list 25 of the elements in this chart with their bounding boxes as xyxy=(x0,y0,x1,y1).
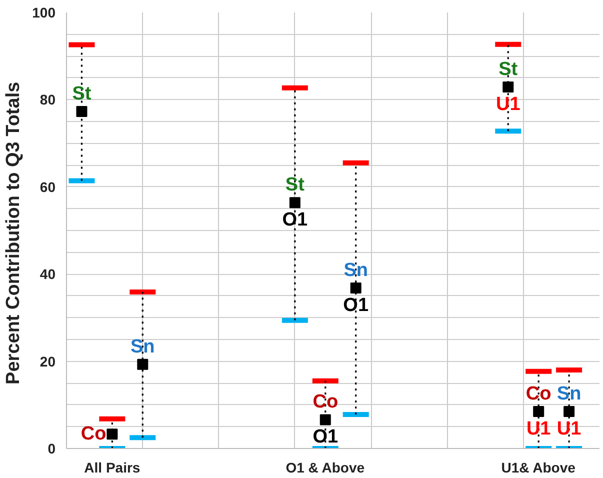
data-label: U1 xyxy=(556,418,582,440)
text: Sn xyxy=(344,260,368,282)
data-label: O1 xyxy=(343,295,369,316)
y-axis-title: Percent Contribution to Q3 Totals xyxy=(3,82,24,384)
text: Co xyxy=(312,392,338,413)
y-tick-label: 20 xyxy=(40,353,56,370)
text: St xyxy=(285,174,304,196)
y-tick-label: 60 xyxy=(40,178,56,195)
y-tick-label: 80 xyxy=(40,92,56,108)
y-tick-label: 100 xyxy=(32,4,56,20)
data-label: U1 xyxy=(496,94,521,116)
y-tick-label: 40 xyxy=(40,266,56,282)
text: Co xyxy=(526,383,552,404)
series-label: Sn xyxy=(130,336,155,358)
y-tick-label: 0 xyxy=(48,440,56,456)
x-tick-label: U1& Above xyxy=(501,460,576,476)
data-label: U1 xyxy=(526,418,552,440)
text: Sn xyxy=(556,383,582,404)
x-tick-label: All Pairs xyxy=(84,460,140,476)
series-label: St xyxy=(72,83,92,104)
data-label: O1 xyxy=(282,210,308,231)
x-tick-label: O1 & Above xyxy=(286,460,365,476)
text: St xyxy=(498,59,518,80)
data-label: O1 xyxy=(312,426,338,448)
series-label: Co xyxy=(80,424,106,445)
